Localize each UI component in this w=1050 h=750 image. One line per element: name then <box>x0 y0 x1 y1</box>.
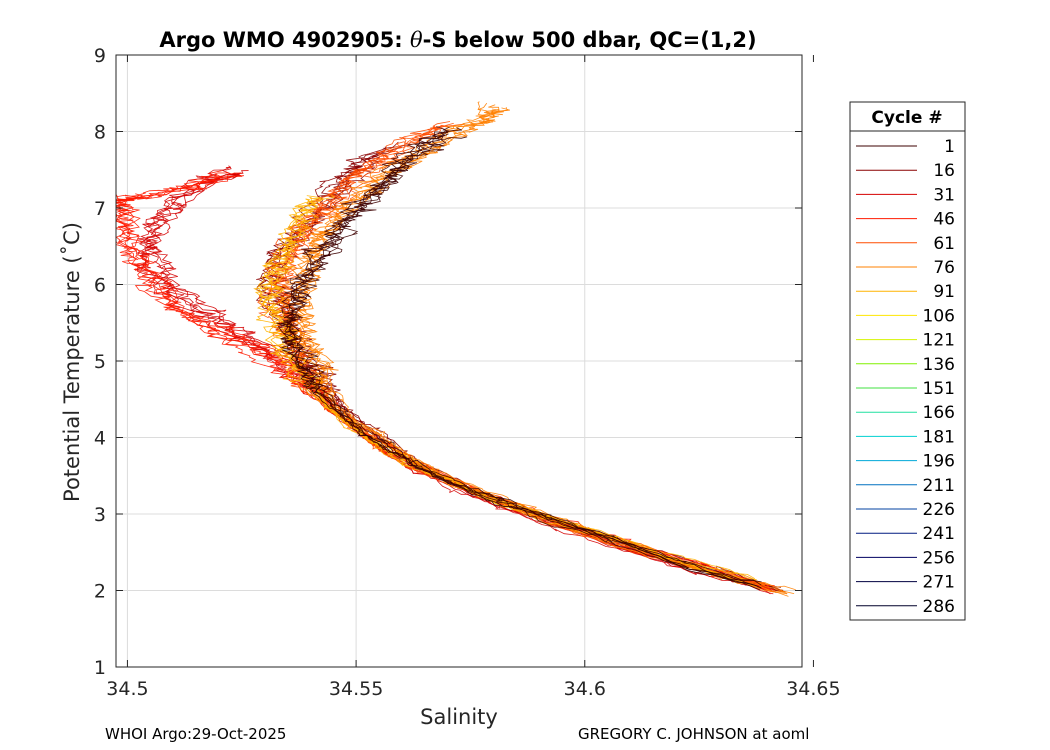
y-tick-label: 8 <box>94 122 106 144</box>
x-tick-label: 34.65 <box>786 678 840 700</box>
profile-lines <box>116 101 796 597</box>
legend-label: 16 <box>933 161 955 181</box>
y-tick-label: 2 <box>94 581 106 603</box>
legend-label: 136 <box>923 355 955 375</box>
legend-label: 61 <box>933 234 955 254</box>
legend-label: 106 <box>923 306 955 326</box>
profile-line <box>294 102 795 594</box>
legend-label: 46 <box>933 210 955 230</box>
legend-title: Cycle # <box>871 108 942 128</box>
legend-items: 1 16 31 46 61 76 91 106 121 136 151 166 181 196 211 226… <box>856 137 955 617</box>
profile-line <box>283 133 762 589</box>
y-tick-label: 6 <box>94 275 106 297</box>
legend-label: 151 <box>923 379 955 399</box>
legend-label: 181 <box>923 427 955 447</box>
legend-label: 286 <box>923 597 955 617</box>
y-axis-label: Potential Temperature (˚C) <box>60 222 84 502</box>
legend-label: 31 <box>933 185 955 205</box>
footer-right: GREGORY C. JOHNSON at aoml <box>578 725 810 743</box>
y-tick-label: 5 <box>94 351 106 373</box>
legend: Cycle # 11631466176911061211361511661811… <box>849 101 966 621</box>
legend-label: 196 <box>923 452 955 472</box>
legend-label: 226 <box>923 500 955 520</box>
footer-left: WHOI Argo:29-Oct-2025 <box>105 725 287 743</box>
x-tick-label: 34.55 <box>329 678 383 700</box>
legend-label: 241 <box>923 524 955 544</box>
chart-title: Argo WMO 4902905: θ-S below 500 dbar, QC… <box>159 28 756 52</box>
legend-label: 271 <box>923 573 955 593</box>
legend-label: 211 <box>923 476 955 496</box>
y-tick-label: 1 <box>94 657 106 679</box>
grid-lines <box>116 55 802 667</box>
legend-label: 256 <box>923 548 955 568</box>
y-tick-label: 7 <box>94 198 106 220</box>
profile-line <box>286 126 762 589</box>
profile-line <box>289 101 788 595</box>
axis-ticks: 34.5 34.55 34.6 34.65 1 2 3 4 5 6 7 8 9 <box>94 45 841 700</box>
y-tick-label: 3 <box>94 504 106 526</box>
legend-label: 121 <box>923 331 955 351</box>
y-tick-label: 4 <box>94 428 106 450</box>
legend-label: 91 <box>933 282 955 302</box>
x-tick-label: 34.5 <box>106 678 148 700</box>
legend-label: 1 <box>944 137 955 157</box>
y-tick-label: 9 <box>94 45 106 67</box>
legend-label: 76 <box>933 258 955 278</box>
profile-line <box>277 126 758 587</box>
x-axis-label: Salinity <box>420 705 498 729</box>
legend-label: 166 <box>923 403 955 423</box>
profile-line <box>254 198 752 581</box>
profile-line <box>276 136 761 591</box>
x-tick-label: 34.6 <box>564 678 606 700</box>
